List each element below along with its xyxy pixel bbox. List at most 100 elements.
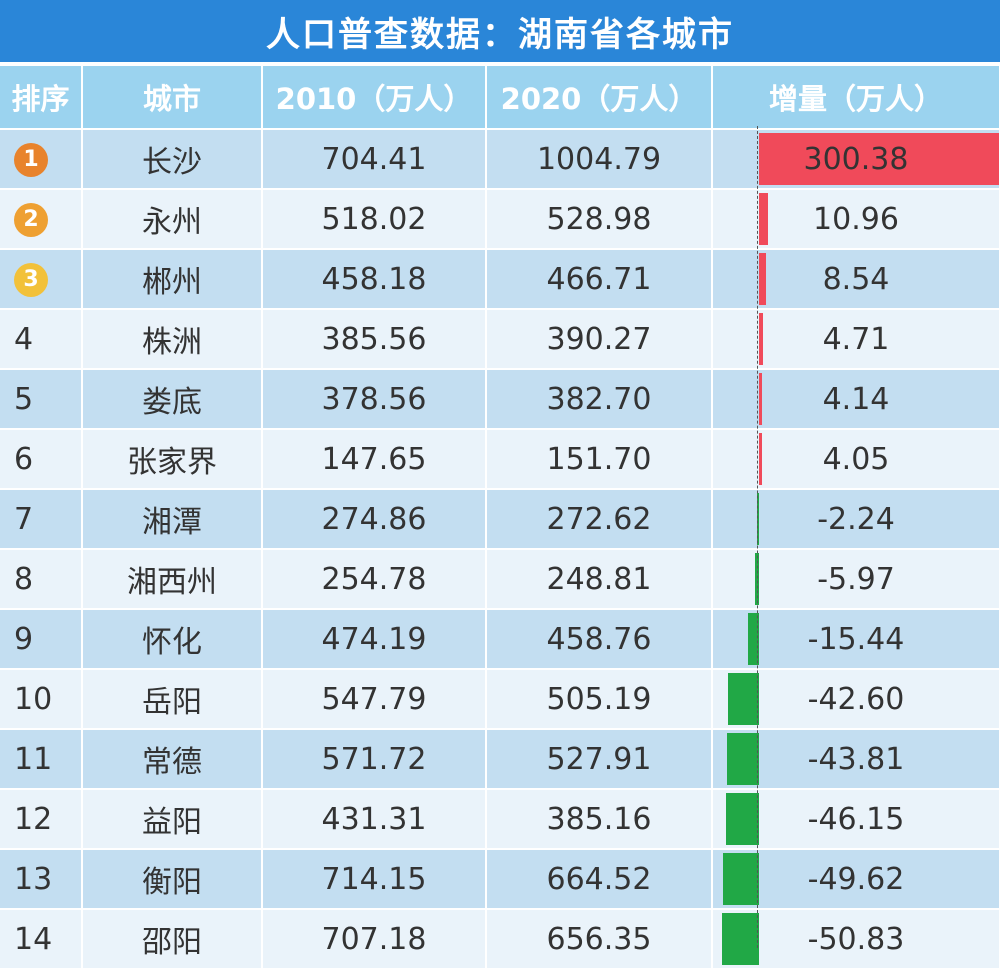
city-cell: 湘西州 — [82, 549, 263, 610]
increase-cell: -50.83 — [712, 909, 1000, 970]
table-row: 5 娄底 378.56 382.70 4.14 — [0, 369, 1000, 430]
increase-cell: -42.60 — [712, 669, 1000, 730]
header-city: 城市 — [82, 66, 263, 130]
population-2010-cell: 518.02 — [262, 189, 487, 250]
header-rank: 排序 — [0, 66, 83, 130]
rank-number: 6 — [14, 441, 34, 477]
rank-cell: 8 — [0, 549, 83, 610]
population-2020-cell: 527.91 — [486, 729, 713, 790]
population-2010-cell: 431.31 — [262, 789, 487, 850]
decrease-bar — [754, 553, 759, 605]
city-cell: 长沙 — [82, 129, 263, 190]
increase-value: -43.81 — [807, 741, 905, 777]
increase-value: -50.83 — [807, 921, 905, 957]
population-2010-cell: 474.19 — [262, 609, 487, 670]
increase-bar — [759, 433, 763, 485]
increase-cell: -2.24 — [712, 489, 1000, 550]
city-cell: 常德 — [82, 729, 263, 790]
rank-cell: 5 — [0, 369, 83, 430]
increase-cell: -43.81 — [712, 729, 1000, 790]
population-2010-cell: 547.79 — [262, 669, 487, 730]
table-row: 3 郴州 458.18 466.71 8.54 — [0, 249, 1000, 310]
increase-bar — [759, 373, 763, 425]
rank-number: 5 — [14, 381, 34, 417]
table-row: 6 张家界 147.65 151.70 4.05 — [0, 429, 1000, 490]
city-cell: 衡阳 — [82, 849, 263, 910]
population-2020-cell: 656.35 — [486, 909, 713, 970]
population-2010-cell: 571.72 — [262, 729, 487, 790]
bar-zero-axis — [757, 126, 758, 948]
increase-value: -5.97 — [817, 561, 895, 597]
population-2010-cell: 274.86 — [262, 489, 487, 550]
increase-value: -2.24 — [817, 501, 895, 537]
decrease-bar — [728, 673, 759, 725]
increase-cell: -46.15 — [712, 789, 1000, 850]
table-row: 2 永州 518.02 528.98 10.96 — [0, 189, 1000, 250]
table-row: 13 衡阳 714.15 664.52 -49.62 — [0, 849, 1000, 910]
rank-cell: 6 — [0, 429, 83, 490]
increase-value: 4.71 — [822, 321, 890, 357]
medal-icon: 1 — [14, 142, 48, 177]
population-table: 排序 城市 2010（万人） 2020（万人） 增量（万人） 1 长沙 704.41… — [0, 66, 1000, 970]
decrease-bar — [757, 493, 759, 545]
rank-cell: 11 — [0, 729, 83, 790]
population-2020-cell: 466.71 — [486, 249, 713, 310]
header-2020: 2020（万人） — [486, 66, 713, 130]
population-2020-cell: 664.52 — [486, 849, 713, 910]
increase-cell: 4.71 — [712, 309, 1000, 370]
decrease-bar — [727, 733, 759, 785]
rank-cell: 10 — [0, 669, 83, 730]
rank-number: 14 — [14, 921, 53, 957]
increase-cell: -5.97 — [712, 549, 1000, 610]
increase-cell: 8.54 — [712, 249, 1000, 310]
table-row: 4 株洲 385.56 390.27 4.71 — [0, 309, 1000, 370]
population-2020-cell: 272.62 — [486, 489, 713, 550]
increase-cell: -15.44 — [712, 609, 1000, 670]
rank-number: 7 — [14, 501, 34, 537]
rank-number: 13 — [14, 861, 53, 897]
rank-cell: 2 — [0, 189, 83, 250]
decrease-bar — [725, 793, 759, 845]
city-cell: 株洲 — [82, 309, 263, 370]
title-banner: 人口普查数据：湖南省各城市 — [0, 0, 1000, 62]
increase-value: -42.60 — [807, 681, 905, 717]
increase-bar — [759, 193, 768, 245]
city-cell: 娄底 — [82, 369, 263, 430]
rank-number: 9 — [14, 621, 34, 657]
city-cell: 永州 — [82, 189, 263, 250]
rank-cell: 7 — [0, 489, 83, 550]
city-cell: 怀化 — [82, 609, 263, 670]
city-cell: 湘潭 — [82, 489, 263, 550]
population-2010-cell: 378.56 — [262, 369, 487, 430]
rank-cell: 4 — [0, 309, 83, 370]
rank-number: 10 — [14, 681, 53, 717]
increase-value: 4.05 — [822, 441, 890, 477]
population-2020-cell: 1004.79 — [486, 129, 713, 190]
population-2010-cell: 147.65 — [262, 429, 487, 490]
table-body: 1 长沙 704.41 1004.79 300.38 2 永州 518.02 528.98 10.… — [0, 129, 1000, 970]
population-2010-cell: 458.18 — [262, 249, 487, 310]
rank-cell: 3 — [0, 249, 83, 310]
decrease-bar — [747, 613, 759, 665]
increase-cell: 4.14 — [712, 369, 1000, 430]
increase-value: 4.14 — [822, 381, 890, 417]
increase-cell: 300.38 — [712, 129, 1000, 190]
table-row: 12 益阳 431.31 385.16 -46.15 — [0, 789, 1000, 850]
table-row: 7 湘潭 274.86 272.62 -2.24 — [0, 489, 1000, 550]
rank-cell: 1 — [0, 129, 83, 190]
increase-bar — [759, 253, 766, 305]
medal-icon: 2 — [14, 202, 48, 237]
increase-cell: 4.05 — [712, 429, 1000, 490]
decrease-bar — [723, 853, 759, 905]
table-row: 1 长沙 704.41 1004.79 300.38 — [0, 129, 1000, 190]
increase-value: -49.62 — [807, 861, 905, 897]
increase-value: 8.54 — [822, 261, 890, 297]
increase-value: 300.38 — [803, 141, 909, 177]
rank-number: 8 — [14, 561, 34, 597]
population-2020-cell: 505.19 — [486, 669, 713, 730]
population-2010-cell: 707.18 — [262, 909, 487, 970]
increase-cell: 10.96 — [712, 189, 1000, 250]
table-row: 9 怀化 474.19 458.76 -15.44 — [0, 609, 1000, 670]
population-2020-cell: 385.16 — [486, 789, 713, 850]
rank-cell: 12 — [0, 789, 83, 850]
